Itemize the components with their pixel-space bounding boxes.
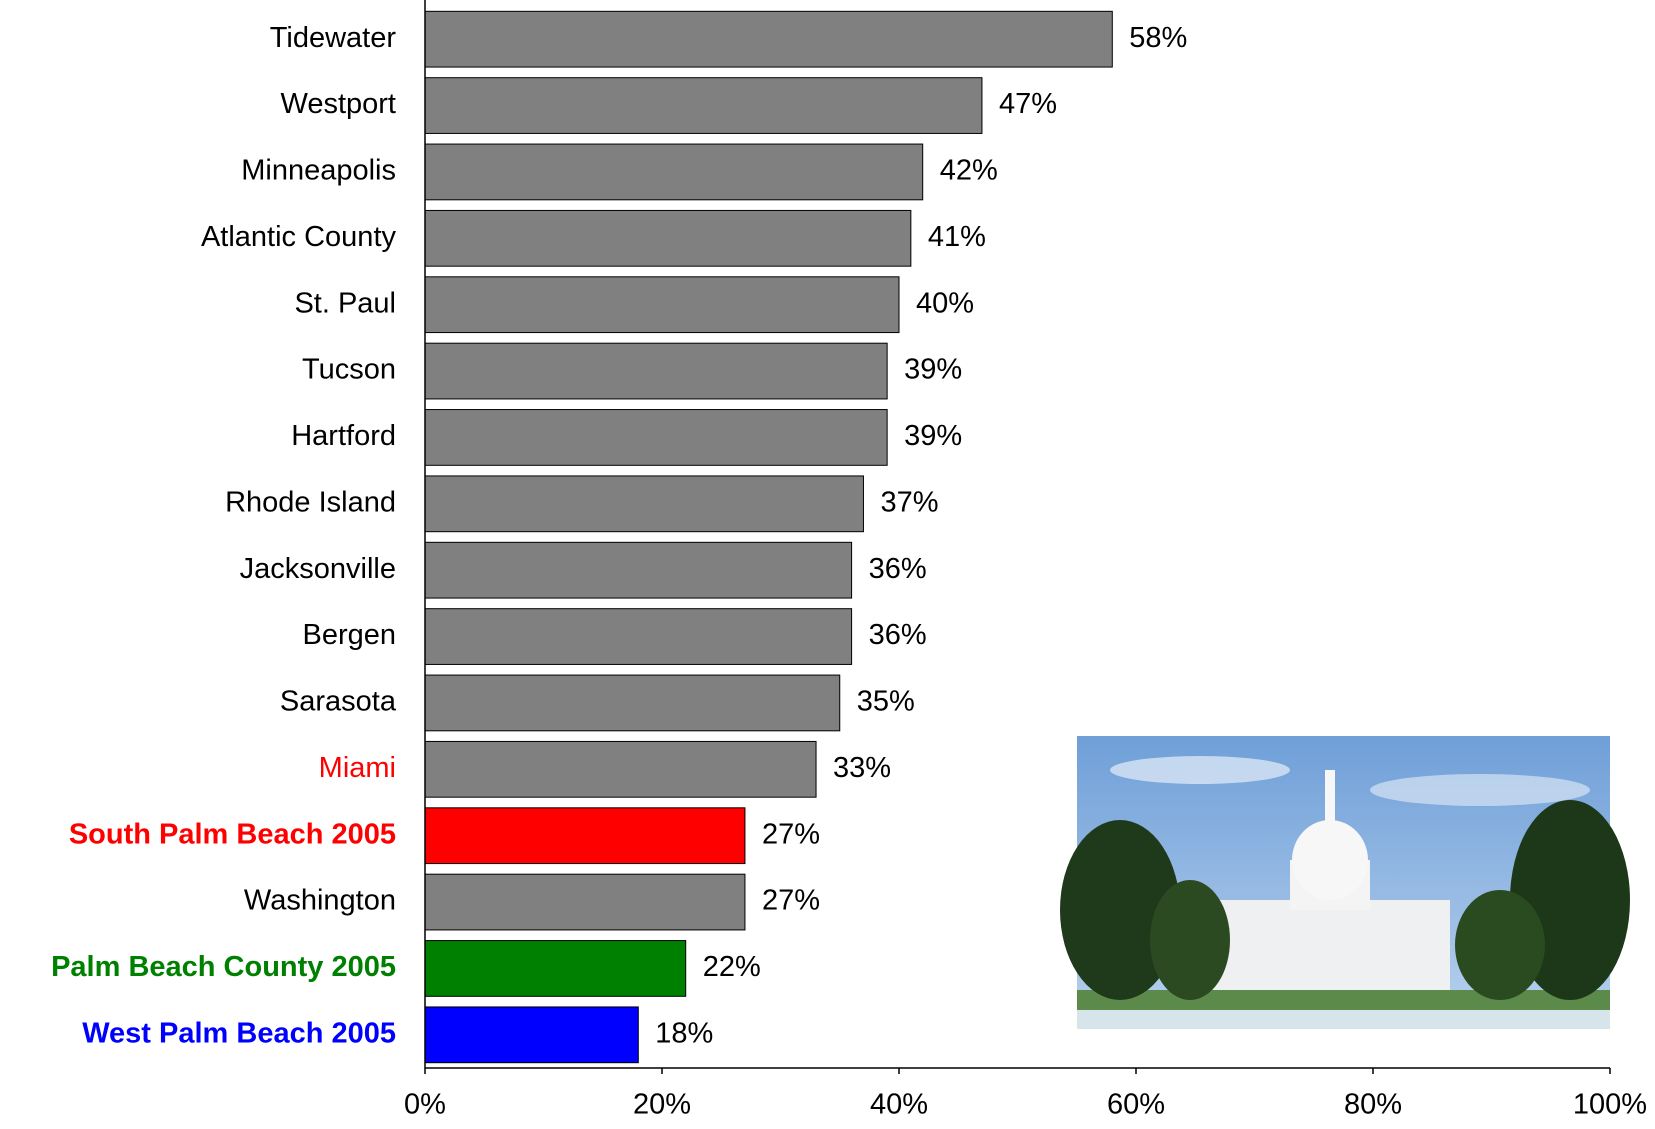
y-tick-label: West Palm Beach 2005 <box>82 1017 396 1049</box>
y-tick-label: Rhode Island <box>225 486 396 518</box>
data-label: 36% <box>869 619 927 651</box>
data-label: 40% <box>916 287 974 319</box>
data-label: 27% <box>762 818 820 850</box>
bar <box>424 873 746 931</box>
bar <box>424 77 983 134</box>
y-tick-label: Jacksonville <box>240 553 396 585</box>
y-tick-label: Minneapolis <box>241 155 396 187</box>
x-tick-label: 80% <box>1344 1089 1402 1121</box>
y-tick-label: St. Paul <box>294 287 396 319</box>
y-tick-label: Tucson <box>302 354 396 386</box>
data-label: 42% <box>940 155 998 187</box>
bar <box>424 409 888 466</box>
bar <box>424 475 864 533</box>
bar <box>424 143 924 201</box>
y-tick-label: Palm Beach County 2005 <box>51 951 396 983</box>
y-tick-label: Westport <box>280 88 396 120</box>
bar <box>424 209 912 267</box>
data-label: 39% <box>904 420 962 452</box>
plot-area: Tidewater 58% Westport 47% Minneapolis 42% Atl… <box>51 0 1647 1121</box>
y-tick-label: Bergen <box>302 619 396 651</box>
y-tick-label: Hartford <box>291 420 396 452</box>
bar <box>424 940 687 997</box>
x-tick-label: 60% <box>1107 1089 1165 1121</box>
data-label: 18% <box>655 1017 713 1049</box>
x-tick-label: 20% <box>633 1089 691 1121</box>
bar <box>424 276 900 334</box>
y-tick-label: Miami <box>319 752 396 784</box>
bar <box>424 10 1113 68</box>
y-tick-label: Washington <box>244 885 396 917</box>
bar <box>424 807 746 865</box>
x-tick-label: 40% <box>870 1089 928 1121</box>
data-label: 35% <box>857 686 915 718</box>
bar <box>424 541 853 599</box>
data-label: 47% <box>999 88 1057 120</box>
y-tick-label: Atlantic County <box>201 221 397 253</box>
data-label: 27% <box>762 885 820 917</box>
x-tick-label: 0% <box>404 1089 446 1121</box>
y-tick-label: Sarasota <box>280 686 397 718</box>
x-tick-label: 100% <box>1573 1089 1647 1121</box>
bar <box>424 740 817 798</box>
bar <box>424 674 841 732</box>
data-label: 58% <box>1129 22 1187 54</box>
data-label: 36% <box>869 553 927 585</box>
bar <box>424 342 888 400</box>
data-label: 39% <box>904 354 962 386</box>
y-tick-label: South Palm Beach 2005 <box>69 818 396 850</box>
data-label: 41% <box>928 221 986 253</box>
capitol-photo <box>1060 736 1630 1029</box>
bar <box>424 608 853 665</box>
data-label: 37% <box>880 486 938 518</box>
bar <box>424 1006 639 1064</box>
y-tick-label: Tidewater <box>270 22 397 54</box>
data-label: 33% <box>833 752 891 784</box>
data-label: 22% <box>703 951 761 983</box>
